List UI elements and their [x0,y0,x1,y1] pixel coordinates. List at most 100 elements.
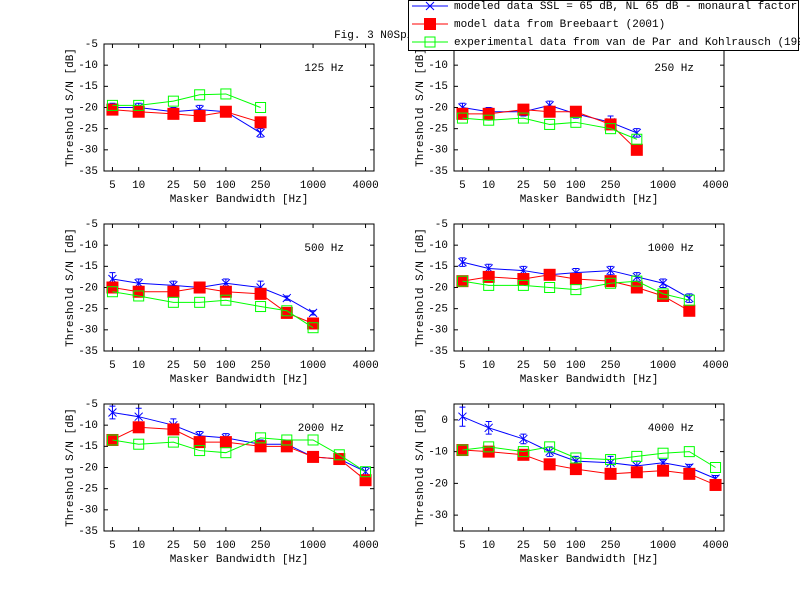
y-tick-label: -35 [428,166,448,178]
legend-label: model data from Breebaart (2001) [454,19,665,31]
y-axis-label: Threshold S/N [dB] [415,408,427,527]
x-tick-label: 250 [251,540,271,552]
marker-square [630,143,643,156]
panel-label: 4000 Hz [648,423,694,435]
x-tick-label: 10 [132,540,145,552]
marker-x [256,128,265,138]
marker-open-square [220,88,232,100]
x-tick-label: 100 [566,180,586,192]
marker-open-square [106,99,118,111]
x-tick-label: 25 [517,360,530,372]
marker-open-square [167,296,179,308]
series-line [462,446,716,468]
y-tick-label: -10 [78,240,98,252]
marker-open-square [194,296,206,308]
marker-square [132,285,145,298]
marker-open-square [281,434,293,446]
x-axis-label: Masker Bandwidth [Hz] [170,374,309,386]
marker-open-square [517,279,529,291]
y-tick-label: -30 [78,145,98,157]
y-tick-label: -25 [78,124,98,136]
x-tick-label: 4000 [352,180,378,192]
panel-label: 500 Hz [304,243,344,255]
y-tick-label: -25 [78,304,98,316]
x-tick-label: 50 [543,540,556,552]
marker-x [632,128,642,138]
plot-area [103,403,375,532]
marker-square [630,466,643,479]
x-tick-label: 250 [601,540,621,552]
x-tick-label: 100 [566,540,586,552]
marker-square [517,273,530,286]
y-tick-label: -35 [78,526,98,538]
marker-square [543,105,556,118]
marker-open-square [605,454,617,466]
series-line [112,93,261,108]
y-axis-label: Threshold S/N [dB] [65,48,77,167]
marker-square [167,107,180,120]
marker-open-square [657,288,669,300]
marker-open-square [631,133,643,145]
marker-open-square [544,441,556,453]
series-line [112,291,314,329]
marker-square [424,18,436,30]
y-tick-label: -20 [428,478,448,490]
y-tick-label: -5 [85,39,98,51]
marker-open-square [255,102,267,113]
x-tick-label: 1000 [650,180,676,192]
y-tick-label: -25 [428,304,448,316]
marker-x [606,266,615,275]
marker-open-square [544,118,556,130]
series-line [112,278,314,314]
x-tick-label: 4000 [702,540,728,552]
x-tick-label: 50 [193,540,206,552]
marker-open-square [133,290,145,302]
x-tick-label: 5 [109,180,116,192]
marker-open-square [570,452,582,464]
y-tick-label: -10 [78,60,98,72]
x-tick-label: 1000 [650,540,676,552]
marker-x [519,434,528,444]
marker-open-square [133,438,145,450]
legend-box [408,0,799,51]
marker-square [167,285,180,298]
y-tick-label: -10 [428,60,448,72]
panel-label: 2000 Hz [298,423,344,435]
y-tick-label: -30 [78,505,98,517]
marker-square [254,116,267,129]
marker-open-square [517,112,529,124]
y-tick-label: -25 [428,124,448,136]
x-tick-label: 25 [167,360,180,372]
y-tick-label: -35 [428,346,448,358]
x-tick-label: 4000 [352,540,378,552]
marker-open-square [517,446,529,458]
marker-x [425,1,435,11]
marker-open-square [456,275,468,287]
marker-square [254,287,267,300]
legend-label: experimental data from van de Par and Ko… [454,37,800,49]
y-axis-label: Threshold S/N [dB] [415,48,427,167]
x-tick-label: 1000 [300,180,326,192]
marker-square [630,281,643,294]
marker-open-square [483,279,495,291]
marker-open-square [360,466,372,478]
marker-square [254,440,267,453]
marker-square [482,270,495,283]
x-tick-label: 10 [132,180,145,192]
marker-square [193,436,206,449]
marker-open-square [220,294,232,306]
marker-x [458,412,467,422]
marker-x [632,272,642,282]
marker-square [482,107,495,120]
marker-open-square [605,123,617,135]
x-tick-label: 4000 [702,180,728,192]
x-tick-label: 10 [482,360,495,372]
marker-open-square [424,36,436,48]
y-tick-label: -30 [428,510,448,522]
marker-square [106,103,119,116]
x-tick-label: 5 [459,180,466,192]
y-tick-label: -30 [428,325,448,337]
x-tick-label: 25 [517,180,530,192]
marker-open-square [683,446,695,458]
marker-open-square [683,294,695,306]
